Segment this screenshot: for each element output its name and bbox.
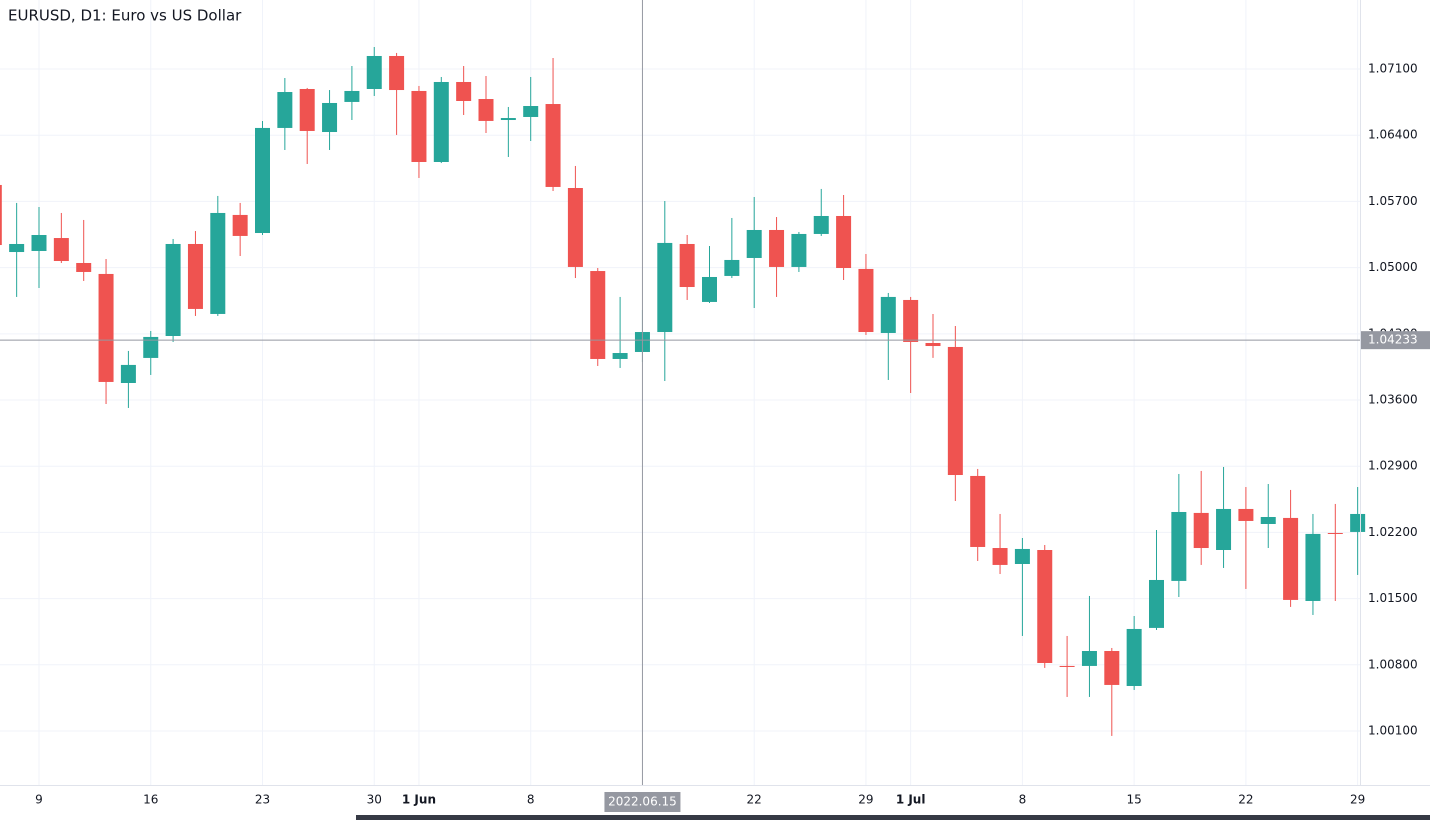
y-tick-label: 1.05700 (1368, 194, 1418, 208)
candle-body (925, 342, 941, 347)
candle-body (836, 215, 852, 269)
y-tick-label: 1.05000 (1368, 260, 1418, 274)
y-tick-label: 1.03600 (1368, 393, 1418, 407)
candle-body (813, 215, 829, 234)
candle-body (880, 296, 896, 333)
candle-body (769, 229, 785, 267)
candle-body (567, 187, 583, 267)
x-tick-label: 1 Jul (896, 793, 926, 807)
candle-body (1126, 628, 1142, 686)
candle-body (1037, 550, 1053, 664)
crosshair-x-label: 2022.06.15 (608, 795, 677, 809)
x-tick-label: 23 (255, 793, 270, 807)
candle-body (143, 336, 159, 358)
candle-body (1283, 517, 1299, 600)
candle-body (657, 242, 673, 333)
candle-body (612, 353, 628, 359)
candle-body (791, 233, 807, 267)
x-tick-label: 15 (1127, 793, 1142, 807)
candle-body (411, 90, 427, 162)
x-tick-label: 9 (35, 793, 43, 807)
candle-body (500, 118, 516, 121)
candle-body (120, 364, 136, 383)
candle-body (1014, 548, 1030, 564)
x-tick-label: 1 Jun (402, 793, 436, 807)
x-tick-label: 22 (747, 793, 762, 807)
candle-body (389, 55, 405, 91)
candle-body (366, 55, 382, 89)
candle-body (1193, 512, 1209, 549)
candle-body (299, 88, 315, 131)
candle-body (1305, 533, 1321, 601)
y-tick-label: 1.06400 (1368, 128, 1418, 142)
candle-body (903, 299, 919, 342)
scrollbar[interactable] (356, 815, 1430, 820)
x-tick-label: 8 (527, 793, 535, 807)
candle-body (187, 243, 203, 309)
candle-body (1171, 511, 1187, 581)
candle-body (255, 127, 270, 234)
crosshair-x-label-bg (604, 792, 681, 812)
candle-body (1216, 508, 1232, 551)
candle-body (679, 243, 695, 288)
x-tick-label: 16 (143, 793, 158, 807)
candle-body (322, 102, 338, 133)
x-tick-label: 29 (858, 793, 873, 807)
candle-body (232, 214, 248, 236)
y-tick-label: 1.00100 (1368, 724, 1418, 738)
y-tick-label: 1.02200 (1368, 525, 1418, 539)
chart-title: EURUSD, D1: Euro vs US Dollar (8, 7, 242, 25)
candle-body (1350, 513, 1366, 532)
y-tick-label: 1.02900 (1368, 459, 1418, 473)
x-tick-label: 30 (367, 793, 382, 807)
candle-body (165, 243, 181, 336)
candle-body (9, 243, 25, 253)
x-tick-label: 8 (1019, 793, 1027, 807)
y-tick-label: 1.01500 (1368, 591, 1418, 605)
x-tick-label: 22 (1238, 793, 1253, 807)
candle-body (1081, 650, 1097, 666)
candle-body (702, 276, 717, 302)
candle-body (31, 234, 47, 251)
candle-body (53, 238, 69, 262)
candle-body (1260, 516, 1276, 524)
candle-body (1104, 650, 1120, 685)
candle-body (590, 271, 606, 359)
candle-body (992, 548, 1008, 565)
candle-body (545, 104, 561, 187)
candle-body (456, 81, 472, 101)
candle-body (433, 81, 449, 162)
candle-body (523, 106, 539, 117)
candle-body (1327, 532, 1343, 534)
candle-body (1059, 665, 1075, 667)
candle-body (947, 346, 963, 476)
candle-body (1238, 508, 1254, 521)
y-tick-label: 1.00800 (1368, 657, 1418, 671)
candle-body (478, 99, 494, 121)
crosshair-y-label: 1.04233 (1368, 333, 1418, 347)
candle-body (277, 92, 293, 128)
candle-body (98, 273, 114, 382)
candle-body (858, 268, 874, 333)
candle-body (1149, 579, 1164, 628)
crosshair-y-label-bg (1361, 331, 1430, 350)
x-tick-label: 29 (1350, 793, 1365, 807)
candle-body (746, 229, 762, 258)
candle-body (210, 212, 226, 314)
candle-body (0, 184, 2, 246)
candle-body (344, 90, 360, 102)
candle-body (76, 262, 92, 272)
candle-body (724, 259, 740, 276)
y-tick-label: 1.07100 (1368, 62, 1418, 76)
candle-body (970, 475, 986, 547)
